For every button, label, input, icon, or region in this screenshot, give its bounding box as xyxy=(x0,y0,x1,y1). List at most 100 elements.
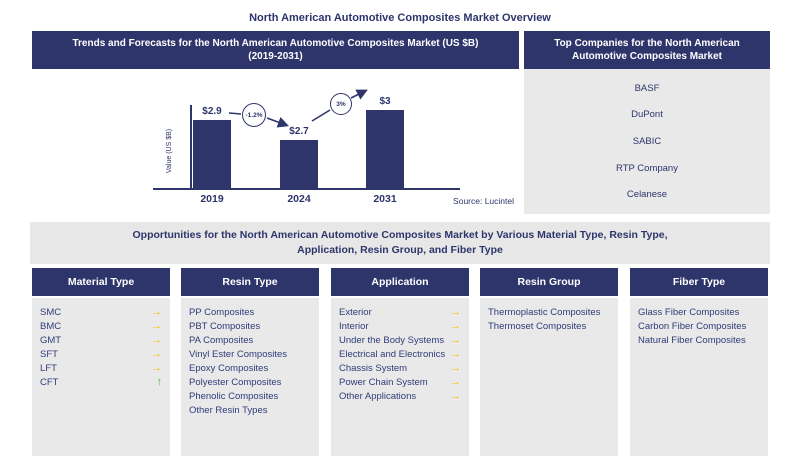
bar-group-2019: $2.9 xyxy=(193,106,231,189)
item-label: Carbon Fiber Composites xyxy=(638,320,747,332)
list-item: Carbon Fiber Composites xyxy=(638,319,760,333)
list-item: Epoxy Composites xyxy=(189,361,311,375)
item-label: Electrical and Electronics xyxy=(339,348,446,360)
column-header: Resin Group xyxy=(480,268,618,296)
list-item: Chassis System → xyxy=(339,361,461,375)
column-header: Fiber Type xyxy=(630,268,768,296)
bar-value-label: $2.7 xyxy=(289,126,309,137)
trends-panel-header: Trends and Forecasts for the North Ameri… xyxy=(32,31,519,69)
company-name: DuPont xyxy=(631,109,663,121)
companies-list: BASF DuPont SABIC RTP Company Celanese xyxy=(524,69,770,214)
list-item: Other Resin Types xyxy=(189,403,311,417)
list-item: Polyester Composites xyxy=(189,375,311,389)
list-item: Glass Fiber Composites xyxy=(638,305,760,319)
item-label: Power Chain System xyxy=(339,376,428,388)
trend-arrow-icon: → xyxy=(151,334,162,346)
item-label: Epoxy Composites xyxy=(189,362,269,374)
item-label: Polyester Composites xyxy=(189,376,282,388)
item-label: Glass Fiber Composites xyxy=(638,306,740,318)
bar-2019 xyxy=(193,120,231,189)
item-label: Exterior xyxy=(339,306,372,318)
list-item: Under the Body Systems → xyxy=(339,333,461,347)
list-item: Natural Fiber Composites xyxy=(638,333,760,347)
trends-bar-chart: Value (US $B) $2.9 $2.7 $3 2019 2024 203… xyxy=(32,69,519,214)
item-label: GMT xyxy=(40,334,62,346)
trend-arrow-icon: ↑ xyxy=(156,376,163,388)
column-items: Thermoplastic Composites Thermoset Compo… xyxy=(480,298,618,456)
trend-arrow-icon: → xyxy=(450,348,461,360)
list-item: SFT → xyxy=(40,347,162,361)
company-name: RTP Company xyxy=(616,162,678,174)
column-items: Exterior → Interior → Under the Body Sys… xyxy=(331,298,469,456)
company-name: BASF xyxy=(634,82,660,94)
item-label: LFT xyxy=(40,362,57,374)
item-label: Under the Body Systems xyxy=(339,334,445,346)
company-name: SABIC xyxy=(632,135,662,147)
x-tick-2019: 2019 xyxy=(200,193,224,205)
bar-group-2031: $3 xyxy=(366,96,404,189)
item-label: Thermoplastic Composites xyxy=(488,306,601,318)
bar-value-label: $2.9 xyxy=(202,106,222,117)
column-header: Application xyxy=(331,268,469,296)
item-label: Vinyl Ester Composites xyxy=(189,348,288,360)
item-label: CFT xyxy=(40,376,59,388)
column-items: SMC → BMC → GMT → SFT → xyxy=(32,298,170,456)
trend-arrow-icon: → xyxy=(450,362,461,374)
list-item: CFT ↑ xyxy=(40,375,162,389)
item-label: Other Resin Types xyxy=(189,404,268,416)
list-item: PP Composites xyxy=(189,305,311,319)
list-item: Exterior → xyxy=(339,305,461,319)
list-item: SMC → xyxy=(40,305,162,319)
list-item: GMT → xyxy=(40,333,162,347)
item-label: Other Applications xyxy=(339,390,417,402)
source-note: Source: Lucintel xyxy=(453,196,514,206)
list-item: Thermoplastic Composites xyxy=(488,305,610,319)
bar-2031 xyxy=(366,110,404,189)
bar-value-label: $3 xyxy=(379,96,391,107)
item-label: PBT Composites xyxy=(189,320,261,332)
x-axis xyxy=(153,188,460,190)
column-items: Glass Fiber Composites Carbon Fiber Comp… xyxy=(630,298,768,456)
item-label: SFT xyxy=(40,348,58,360)
item-label: Natural Fiber Composites xyxy=(638,334,746,346)
item-label: PA Composites xyxy=(189,334,254,346)
list-item: LFT → xyxy=(40,361,162,375)
trend-arrow-icon: → xyxy=(450,390,461,402)
list-item: Thermoset Composites xyxy=(488,319,610,333)
column-resin-group: Resin Group Thermoplastic Composites The… xyxy=(480,268,618,456)
item-label: Phenolic Composites xyxy=(189,390,279,402)
y-axis xyxy=(190,105,192,190)
bar-2024 xyxy=(280,140,318,189)
list-item: Phenolic Composites xyxy=(189,389,311,403)
trend-arrow-icon: → xyxy=(151,306,162,318)
column-fiber-type: Fiber Type Glass Fiber Composites Carbon… xyxy=(630,268,768,456)
bar-group-2024: $2.7 xyxy=(280,126,318,189)
list-item: Other Applications → xyxy=(339,389,461,403)
trend-arrow-icon: → xyxy=(450,376,461,388)
item-label: SMC xyxy=(40,306,62,318)
item-label: BMC xyxy=(40,320,62,332)
column-items: PP Composites PBT Composites PA Composit… xyxy=(181,298,319,456)
x-tick-2031: 2031 xyxy=(373,193,397,205)
column-application: Application Exterior → Interior → Under … xyxy=(331,268,469,456)
trend-arrow-icon: → xyxy=(450,306,461,318)
companies-panel-header: Top Companies for the North American Aut… xyxy=(524,31,770,69)
item-label: Thermoset Composites xyxy=(488,320,587,332)
trend-arrow-icon: → xyxy=(450,334,461,346)
column-resin-type: Resin Type PP Composites PBT Composites … xyxy=(181,268,319,456)
list-item: Interior → xyxy=(339,319,461,333)
column-material-type: Material Type SMC → BMC → GMT → xyxy=(32,268,170,456)
list-item: BMC → xyxy=(40,319,162,333)
trend-arrow-icon: → xyxy=(151,348,162,360)
company-name: Celanese xyxy=(626,189,668,201)
opportunities-band-title: Opportunities for the North American Aut… xyxy=(30,222,770,264)
column-header: Resin Type xyxy=(181,268,319,296)
cagr-arrows xyxy=(228,89,368,128)
item-label: Chassis System xyxy=(339,362,408,374)
trend-arrow-icon: → xyxy=(450,320,461,332)
cagr-annotation-2019-2024: -1.2% xyxy=(242,103,266,127)
column-header: Material Type xyxy=(32,268,170,296)
item-label: Interior xyxy=(339,320,369,332)
list-item: PBT Composites xyxy=(189,319,311,333)
